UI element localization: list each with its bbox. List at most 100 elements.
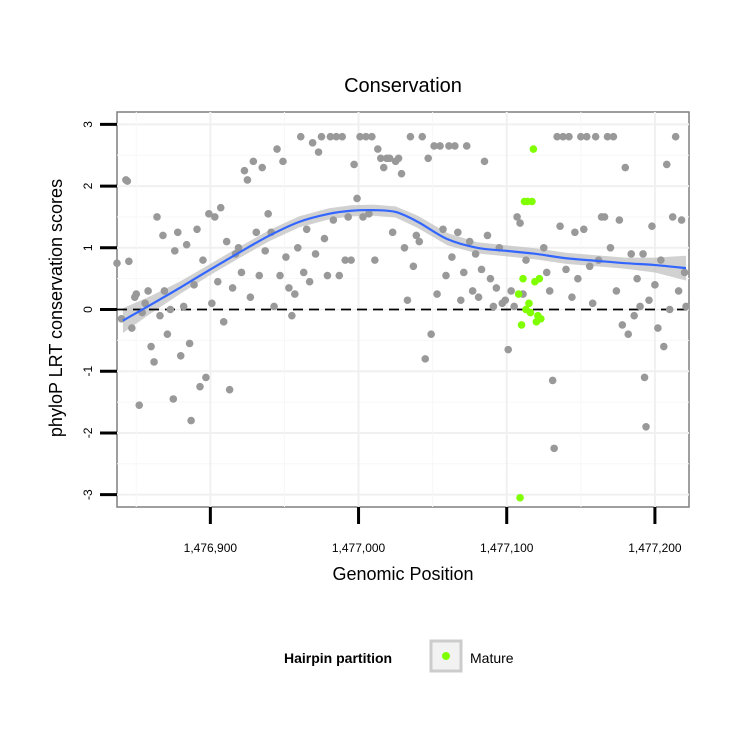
data-point [424, 154, 432, 163]
legend: Hairpin partition Mature [284, 639, 514, 673]
legend-mature-swatch [442, 652, 450, 660]
data-point [252, 228, 261, 237]
data-point [603, 132, 612, 141]
data-point [403, 296, 412, 305]
data-point [600, 213, 609, 221]
data-point [205, 210, 213, 218]
data-point [317, 132, 326, 141]
data-point [574, 274, 582, 283]
data-point [591, 132, 600, 141]
y-tick-label: -3 [81, 489, 95, 500]
data-point [400, 243, 409, 252]
data-point [571, 228, 579, 237]
data-point [439, 225, 447, 234]
data-point [125, 257, 133, 266]
y-tick-label: 0 [81, 306, 95, 313]
data-point [651, 281, 659, 289]
data-point [308, 139, 317, 147]
data-point [568, 293, 576, 301]
x-tick-label: 1,477,200 [628, 541, 682, 555]
data-point [332, 132, 341, 141]
y-tick-label: -2 [81, 427, 95, 438]
data-point [674, 287, 683, 295]
data-point [293, 243, 302, 252]
data-point [208, 299, 216, 308]
data-point [249, 157, 258, 166]
data-point [147, 342, 155, 351]
data-point [640, 373, 649, 382]
data-point [135, 401, 144, 409]
mature-data-point [526, 308, 535, 317]
data-point [648, 222, 656, 230]
data-point [559, 132, 567, 141]
data-point [654, 324, 662, 332]
data-point [474, 293, 483, 301]
data-point [492, 284, 501, 292]
data-point [123, 177, 132, 185]
data-point [170, 247, 179, 255]
data-point [179, 302, 188, 311]
data-point [624, 330, 633, 338]
data-point [486, 274, 495, 283]
data-point [362, 132, 370, 141]
data-point [144, 287, 152, 295]
data-point [371, 256, 379, 264]
data-point [344, 213, 352, 221]
data-point [320, 234, 329, 243]
data-point [621, 163, 630, 172]
mature-data-point [535, 274, 544, 283]
data-point [451, 142, 459, 150]
data-point [246, 293, 255, 301]
mature-data-point [537, 314, 545, 323]
data-point [365, 210, 373, 218]
data-point [406, 132, 415, 141]
data-point [468, 287, 477, 295]
data-point [193, 225, 201, 234]
data-point [657, 256, 665, 264]
data-point [668, 213, 677, 221]
data-point [279, 157, 287, 166]
data-point [222, 237, 231, 246]
y-tick-label: 2 [81, 182, 95, 189]
data-point [150, 358, 158, 366]
data-point [176, 351, 185, 360]
data-point [264, 210, 272, 218]
data-point [615, 216, 624, 224]
data-point [582, 132, 591, 141]
data-point [397, 169, 406, 178]
data-point [113, 259, 121, 268]
data-point [353, 194, 361, 203]
data-point [255, 271, 264, 280]
data-point [394, 154, 403, 163]
y-tick-label: 1 [81, 244, 95, 251]
data-point [585, 262, 594, 271]
data-point [182, 240, 191, 249]
data-point [409, 262, 418, 271]
data-point [216, 203, 225, 212]
data-point [510, 302, 518, 311]
data-point [471, 250, 480, 258]
data-point [430, 142, 438, 150]
other-points [113, 132, 690, 453]
data-point [682, 302, 690, 311]
data-point [237, 268, 246, 277]
data-point [368, 132, 376, 141]
data-point [291, 290, 299, 298]
data-point [314, 148, 323, 156]
data-point [477, 265, 486, 274]
data-point [240, 166, 249, 175]
data-point [662, 160, 671, 169]
data-point [548, 376, 557, 385]
data-point [132, 290, 141, 298]
data-point [579, 225, 588, 234]
y-axis-title: phyloP LRT conservation scores [46, 179, 66, 437]
data-point [388, 228, 397, 237]
data-point [433, 290, 441, 298]
data-point [480, 157, 489, 166]
data-point [671, 132, 680, 141]
data-point [427, 330, 435, 338]
data-point [329, 216, 338, 224]
data-point [153, 213, 161, 221]
data-point [665, 305, 674, 314]
data-point [465, 237, 474, 246]
